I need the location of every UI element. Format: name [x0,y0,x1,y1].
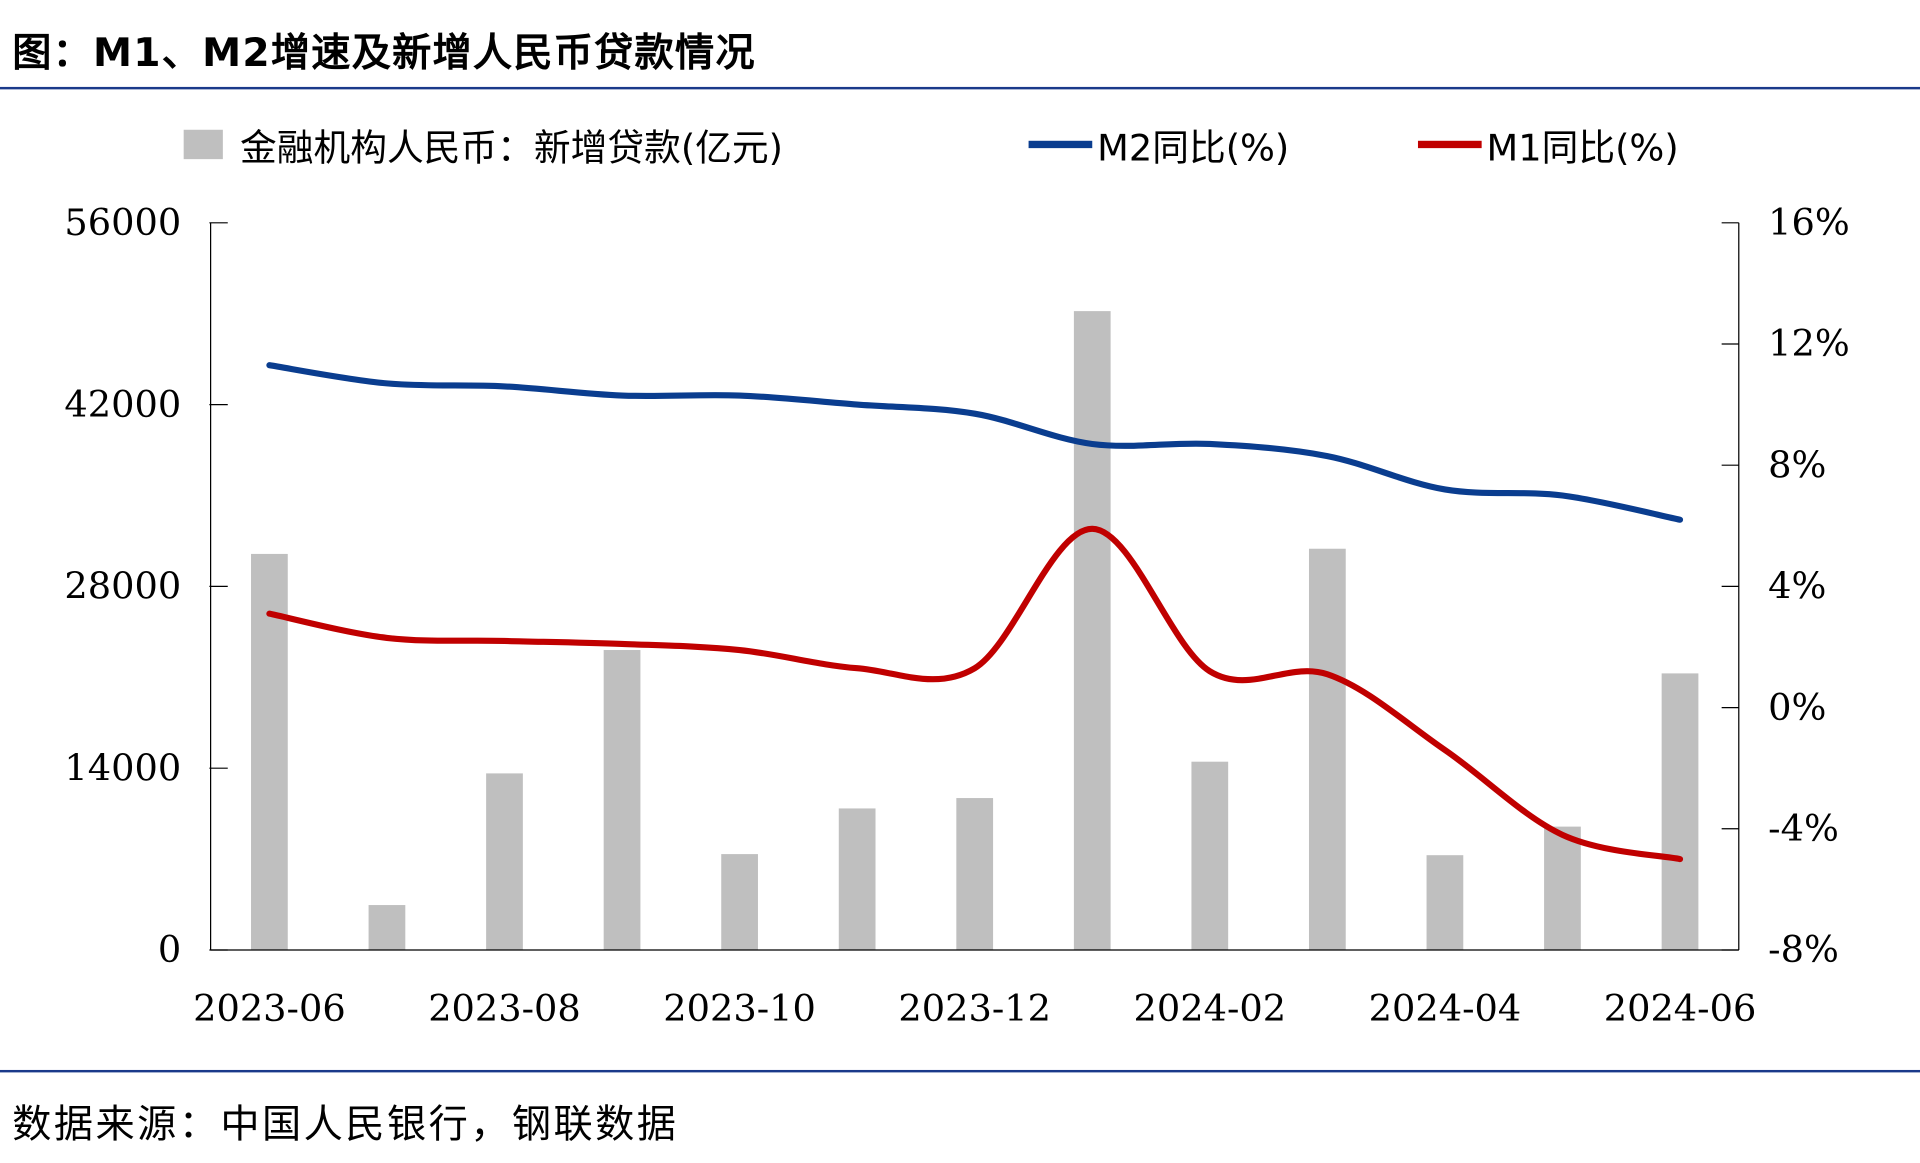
bar-2023-12 [956,798,994,950]
m2-line [266,362,1684,523]
bottom-divider [0,1069,1920,1073]
legend-item-loans: 金融机构人民币：新增贷款(亿元) [183,118,783,172]
bar-2023-11 [838,808,876,950]
left-tick-label: 56000 [64,201,181,244]
legend-swatch-bar [183,129,223,160]
x-tick-label: 2024-02 [1134,987,1287,1030]
right-tick-label: -8% [1768,928,1839,971]
right-tick-label: 4% [1768,565,1826,608]
x-tick-label: 2023-08 [428,987,581,1030]
legend-swatch-m1 [1417,140,1482,149]
right-tick-label: 12% [1768,322,1850,365]
right-tick-label: 0% [1768,686,1826,729]
x-tick-label: 2023-10 [663,987,816,1030]
right-tick-label: 16% [1768,201,1850,244]
m1-line [266,525,1684,863]
x-tick-label: 2023-06 [193,987,346,1030]
bar-2024-04 [1426,855,1464,950]
x-tick-label: 2024-04 [1369,987,1522,1030]
left-tick-label: 42000 [64,383,181,426]
bar-2024-06 [1661,673,1699,950]
top-divider [0,86,1920,90]
legend-swatch-m2 [1028,140,1093,149]
bar-2023-07 [368,905,406,950]
right-tick-label: 8% [1768,443,1826,486]
source-note: 数据来源：中国人民银行，钢联数据 [12,1100,679,1148]
x-tick-label: 2023-12 [898,987,1051,1030]
bar-2024-02 [1191,761,1229,950]
legend-label: 金融机构人民币：新增贷款(亿元) [240,127,783,171]
bar-2023-09 [603,650,641,950]
legend-label: M1同比(%) [1486,127,1679,171]
bar-2023-08 [486,773,523,950]
x-tick-label: 2024-06 [1604,987,1757,1030]
legend-label: M2同比(%) [1097,127,1290,171]
bar-2024-03 [1308,548,1346,950]
left-tick-label: 14000 [64,746,181,789]
bar-2024-05 [1544,826,1581,950]
left-tick-label: 28000 [64,565,181,608]
bar-2023-06 [251,553,288,950]
right-tick-label: -4% [1768,807,1839,850]
legend-item-m2: M2同比(%) [1028,118,1290,172]
bar-2023-10 [721,854,758,950]
left-tick-label: 0 [158,928,181,971]
bar-2024-01 [1073,311,1111,950]
legend-item-m1: M1同比(%) [1417,118,1679,172]
chart-title: 图：M1、M2增速及新增人民币贷款情况 [12,29,756,76]
